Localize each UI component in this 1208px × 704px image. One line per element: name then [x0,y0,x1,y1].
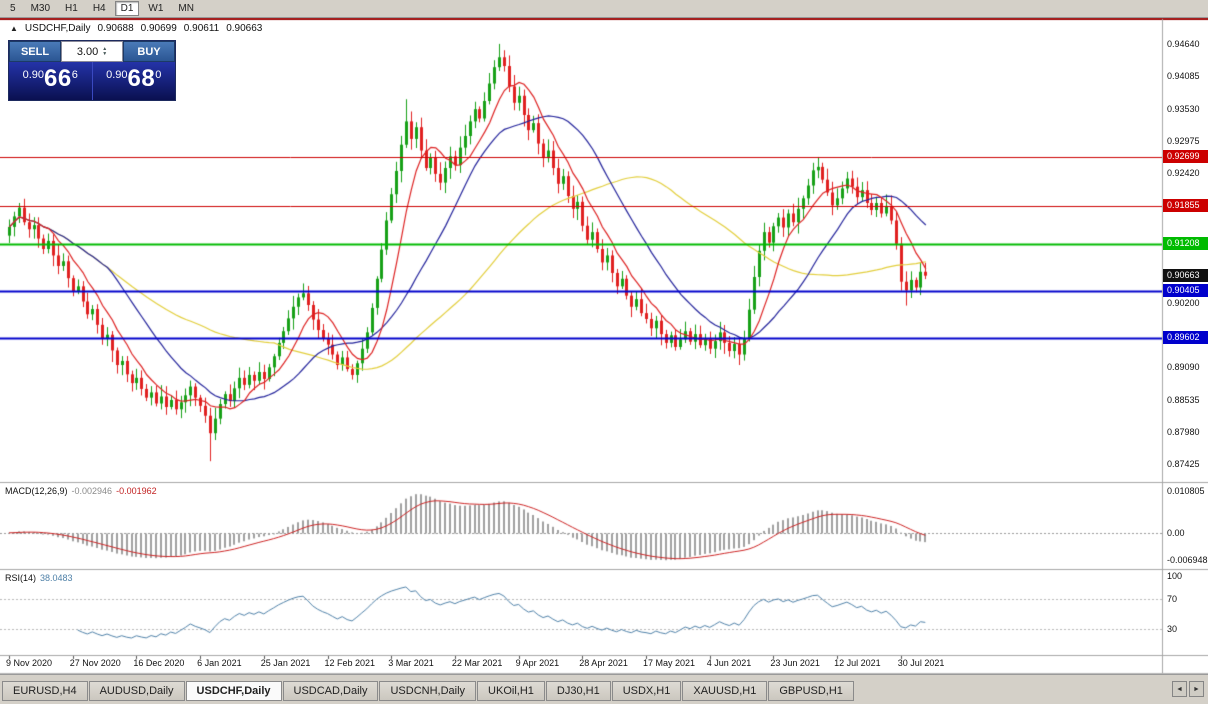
sell-button[interactable]: SELL [9,41,61,62]
date-axis-label: 6 Jan 2021 [197,658,242,668]
macd-signal-value: -0.001962 [116,486,157,496]
sell-price-pips: 66 [44,65,72,92]
volume-control[interactable]: 3.00 ▲ ▼ [61,41,123,62]
date-axis-label: 9 Apr 2021 [515,658,560,668]
rsi-indicator-label: RSI(14) 38.0483 [5,573,77,583]
ohlc-low: 0.90611 [183,23,220,34]
buy-price-display[interactable]: 0.90 68 0 [91,62,176,100]
date-axis-label: 4 Jun 2021 [706,658,752,668]
timeframe-button-w1[interactable]: W1 [148,3,164,14]
buy-button[interactable]: BUY [123,41,175,62]
price-level-badge: 0.90405 [1163,283,1208,297]
one-click-price-row: 0.90 66 6 0.90 68 0 [9,62,175,100]
chart-tab-usdcad[interactable]: USDCAD,Daily [282,680,379,701]
timeframe-button-h4[interactable]: H4 [92,3,106,14]
date-axis-label: 12 Jul 2021 [834,658,881,668]
chart-tab-bar: EURUSD,H4 AUDUSD,Daily USDCHF,Daily USDCAD,… [0,674,1208,704]
buy-price-base: 0.90 [106,69,128,81]
chart-tab-ukoil[interactable]: UKOil,H1 [477,680,545,701]
price-axis-label: 0.88535 [1167,394,1200,405]
tab-scroll-right-button[interactable]: ► [1189,681,1204,697]
one-click-order-row: SELL 3.00 ▲ ▼ BUY [9,41,175,62]
rsi-value: 38.0483 [40,573,73,583]
timeframe-button-h1[interactable]: H1 [65,3,78,14]
date-axis-label: 3 Mar 2021 [388,658,434,668]
macd-axis-label: 0.00 [1167,527,1185,538]
date-axis-label: 28 Apr 2021 [579,658,628,668]
date-axis-label: 27 Nov 2020 [69,658,121,668]
chart-tabs: EURUSD,H4 AUDUSD,Daily USDCHF,Daily USDCAD,… [2,680,855,701]
price-axis-label: 0.92975 [1167,135,1200,146]
price-axis-label: 0.93530 [1167,103,1200,114]
rsi-axis-label: 100 [1167,571,1183,581]
date-axis-label: 12 Feb 2021 [324,658,376,668]
buy-price-point: 0 [155,69,162,81]
sell-price-point: 6 [71,69,78,81]
tab-scroll-left-button[interactable]: ◄ [1172,681,1187,697]
date-axis: 9 Nov 2020 27 Nov 2020 16 Dec 2020 6 Jan 20… [0,658,1160,670]
tab-scroll-controls: ◄ ► [1172,681,1204,697]
macd-indicator-label: MACD(12,26,9) -0.002946 -0.001962 [5,486,161,496]
ohlc-open: 0.90688 [97,23,134,34]
price-level-badge: 0.91855 [1163,199,1208,213]
ohlc-high: 0.90699 [140,23,177,34]
volume-up-icon[interactable]: ▲ [102,45,108,52]
chart-tab-eurusd[interactable]: EURUSD,H4 [2,680,88,701]
chart-tab-usdchf[interactable]: USDCHF,Daily [185,680,282,701]
macd-main-value: -0.002946 [71,486,113,496]
date-axis-label: 22 Mar 2021 [451,658,503,668]
price-axis-label: 0.87980 [1167,427,1200,438]
chart-info-line: ▲ USDCHF,Daily 0.90688 0.90699 0.90611 0… [10,23,262,34]
current-price-badge: 0.90663 [1163,268,1208,282]
one-click-collapse-icon[interactable]: ▲ [10,24,18,33]
chart-symbol-period: USDCHF,Daily [24,23,91,34]
timeframe-button-m30[interactable]: M30 [30,3,51,14]
price-level-badge: 0.92699 [1163,150,1208,164]
chart-tab-audusd[interactable]: AUDUSD,Daily [88,680,185,701]
price-level-badge: 0.89602 [1163,330,1208,344]
price-axis-label: 0.90200 [1167,297,1200,308]
chart-tab-xauusd[interactable]: XAUUSD,H1 [682,680,768,701]
macd-axis-label: 0.010805 [1167,485,1205,496]
date-axis-label: 9 Nov 2020 [6,658,53,668]
date-axis-label: 25 Jan 2021 [260,658,311,668]
macd-name: MACD(12,26,9) [5,486,68,496]
chart-tab-dj30[interactable]: DJ30,H1 [545,680,611,701]
rsi-name: RSI(14) [5,573,37,583]
buy-price-pips: 68 [127,65,156,92]
chart-tab-gbpusd[interactable]: GBPUSD,H1 [768,680,854,701]
sell-price-base: 0.90 [22,69,45,81]
date-axis-label: 30 Jul 2021 [897,658,945,668]
one-click-trading-widget: SELL 3.00 ▲ ▼ BUY 0.90 66 6 0.90 68 0 [8,40,176,101]
date-axis-label: 16 Dec 2020 [133,658,185,668]
date-axis-label: 23 Jun 2021 [770,658,820,668]
ohlc-close: 0.90663 [226,23,263,34]
rsi-axis-label: 30 [1167,624,1178,635]
price-level-badge: 0.91208 [1163,236,1208,250]
price-axis-label: 0.92420 [1167,168,1200,179]
timeframe-button-5[interactable]: 5 [10,3,16,14]
price-axis-label: 0.94640 [1167,38,1200,49]
timeframe-button-mn[interactable]: MN [178,3,194,14]
chart-tab-usdx[interactable]: USDX,H1 [611,680,682,701]
volume-value[interactable]: 3.00 [76,45,99,58]
price-axis-label: 0.89090 [1167,362,1200,373]
sell-price-display[interactable]: 0.90 66 6 [9,62,92,100]
timeframe-button-d1[interactable]: D1 [114,1,140,16]
volume-down-icon[interactable]: ▼ [102,50,108,57]
rsi-axis-label: 70 [1167,593,1178,604]
price-axis-label: 0.87425 [1167,459,1200,470]
timeframe-toolbar: 5 M30 H1 H4 D1 W1 MN [0,0,1208,18]
date-axis-label: 17 May 2021 [643,658,696,668]
volume-spinner[interactable]: ▲ ▼ [102,45,108,57]
chart-tab-usdcnh[interactable]: USDCNH,Daily [379,680,477,701]
price-axis: 0.94640 0.94085 0.93530 0.92975 0.92420 0.902… [1163,0,1208,704]
price-axis-label: 0.94085 [1167,71,1200,82]
macd-axis-label: -0.006948 [1167,554,1208,565]
